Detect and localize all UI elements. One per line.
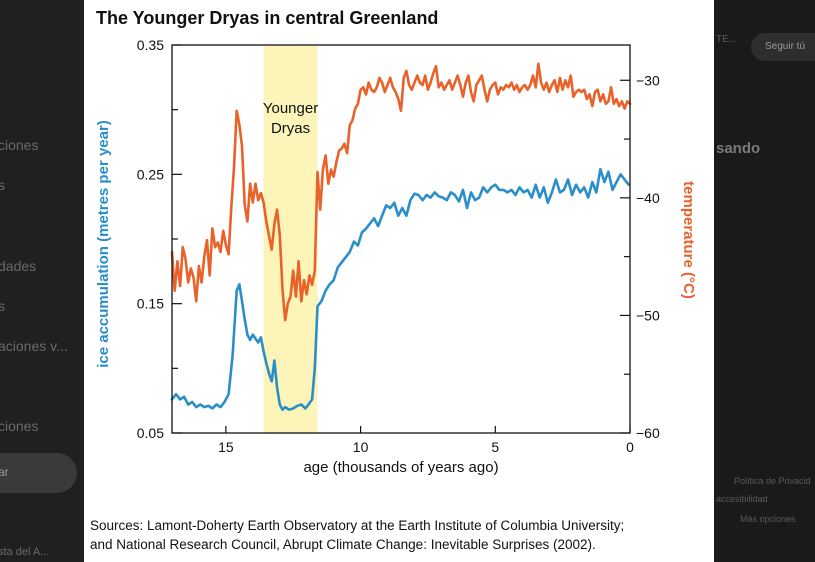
x-tick-label: 10 [353,439,369,455]
bg-left-item: dades [0,258,37,274]
bg-right-item: Política de Privacid [734,476,811,486]
series-line-temperature [170,62,632,322]
bg-right-item: Más opciones [740,514,796,524]
bg-right-heading: sando [716,140,761,157]
bg-left-item: ciones [0,137,39,153]
y-right-tick-label: −40 [636,190,660,206]
y-right-tick-label: −30 [636,72,660,88]
bg-left-item: aciones v... [0,338,68,354]
background-sidebar-left: ciones s dades s aciones v... ciones ar … [0,0,84,562]
x-tick-label: 5 [491,439,499,455]
y-left-tick-label: 0.25 [137,166,164,182]
y-left-tick-label: 0.35 [137,37,164,53]
bg-left-item: sta del A... [0,546,50,558]
y-left-tick-label: 0.05 [137,425,164,441]
chart-title: The Younger Dryas in central Greenland [96,8,439,28]
bg-left-button-label: ar [0,465,9,479]
bg-left-item: ciones [0,418,39,434]
y-right-tick-label: −50 [636,307,660,323]
sources-line-1: Sources: Lamont-Doherty Earth Observator… [90,518,625,533]
bg-left-item: s [0,177,5,193]
series-line-ice-accumulation [170,167,630,411]
y-left-tick-label: 0.15 [137,296,164,312]
y-right-axis-label: temperature (°C) [680,181,697,299]
sources-line-2: and National Research Council, Abrupt Cl… [90,537,596,552]
y-right-tick-label: −60 [636,425,660,441]
bg-left-button[interactable]: ar [0,453,77,493]
x-tick-label: 15 [218,439,234,455]
y-left-axis-label: ice accumulation (metres per year) [95,120,112,368]
bg-right-item: TE... [716,34,738,45]
x-tick-label: 0 [626,439,634,455]
x-axis-label: age (thousands of years ago) [303,459,498,476]
younger-dryas-label-line1: Younger [263,100,318,117]
chart-svg: Younger Dryas 15 10 5 0 0.05 0.15 0.25 0… [95,37,697,476]
plot-frame [171,44,631,434]
follow-button[interactable]: Seguir tú [751,33,815,61]
bg-left-item: s [0,298,5,314]
background-sidebar-right: TE... Seguir tú sando Política de Privac… [714,0,815,562]
sources-note: Sources: Lamont-Doherty Earth Observator… [90,516,712,554]
follow-button-label: Seguir tú [765,41,806,52]
younger-dryas-label-line2: Dryas [271,120,310,137]
chart-card: The Younger Dryas in central Greenland Y… [84,0,714,562]
bg-right-item: accesibilidad [716,494,768,504]
